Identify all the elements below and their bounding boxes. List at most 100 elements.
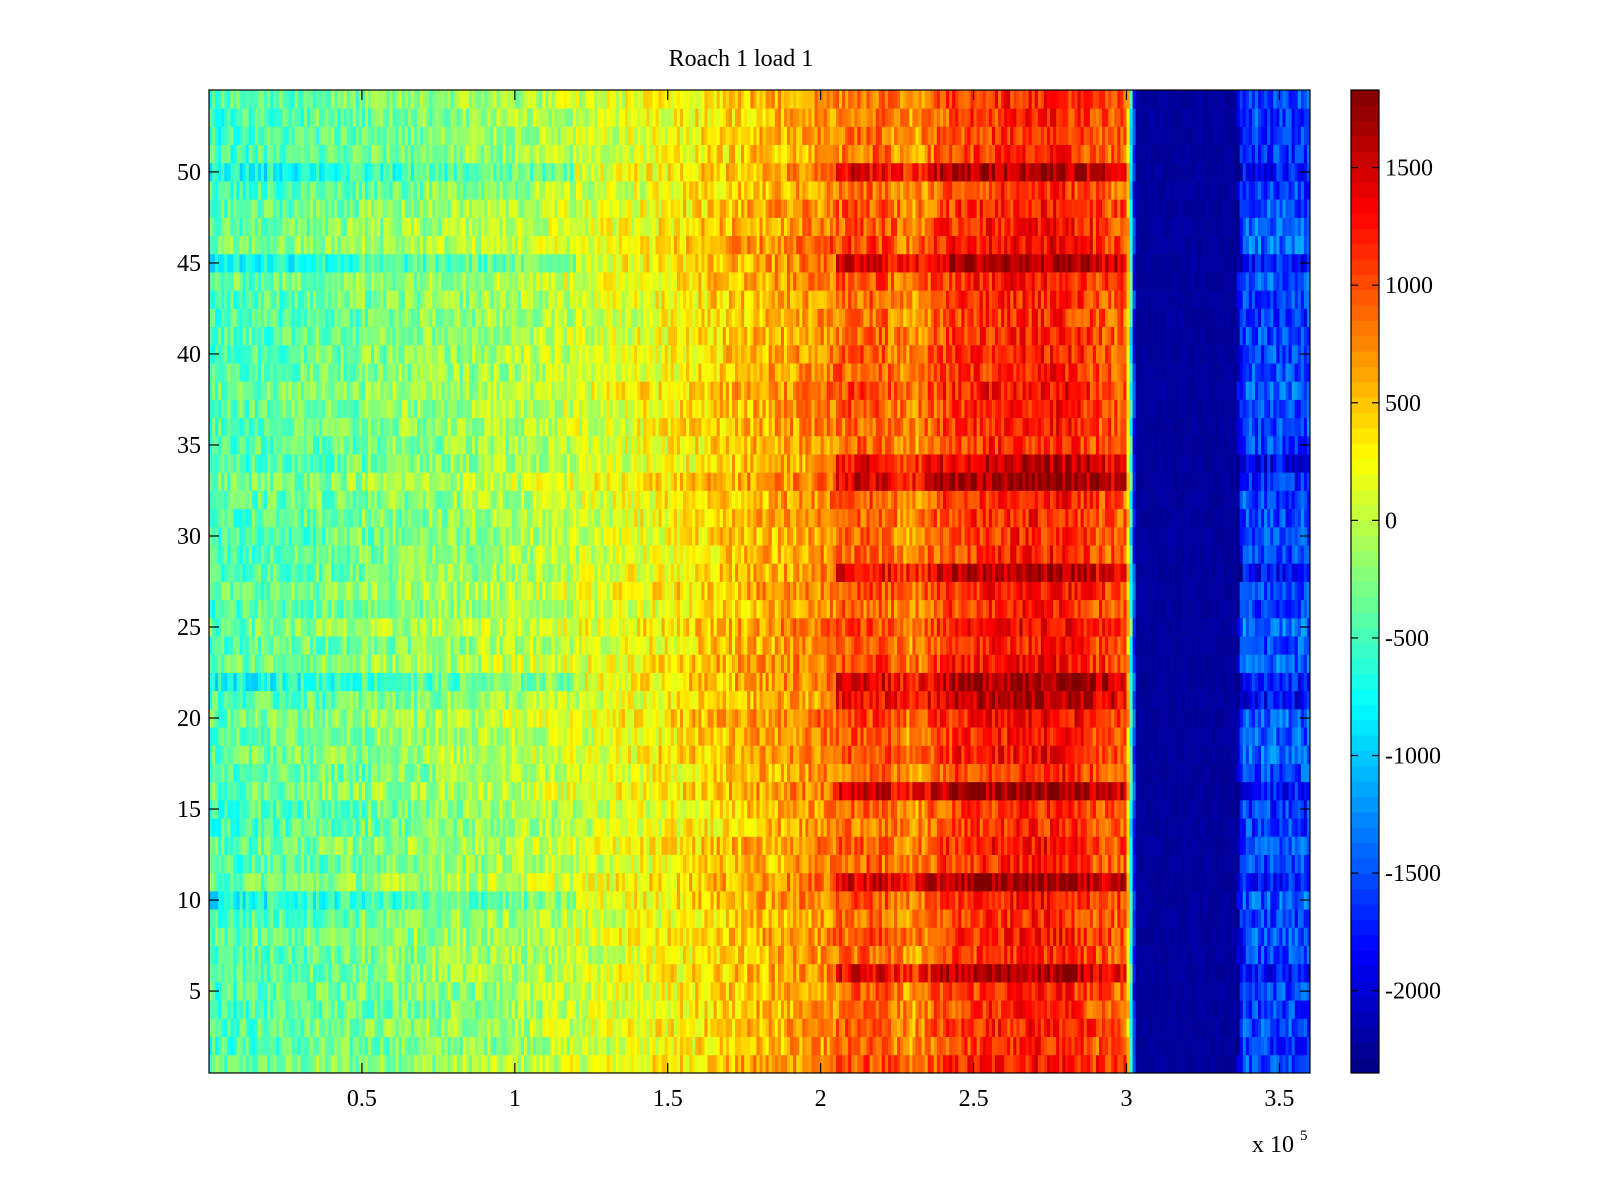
- heatmap-cell: [291, 945, 296, 965]
- heatmap-cell: [1074, 818, 1078, 837]
- heatmap-cell: [955, 1018, 959, 1037]
- heatmap-cell: [1193, 1036, 1198, 1056]
- heatmap-cell: [887, 1018, 892, 1037]
- heatmap-cell: [346, 1054, 351, 1074]
- heatmap-cell: [689, 963, 693, 983]
- heatmap-cell: [1028, 909, 1033, 928]
- heatmap-cell: [524, 872, 528, 892]
- heatmap-cell: [924, 1054, 929, 1074]
- heatmap-cell: [389, 1054, 393, 1074]
- heatmap-cell: [579, 818, 583, 837]
- heatmap-cell: [1138, 890, 1143, 910]
- heatmap-cell: [881, 872, 886, 892]
- heatmap-cell: [288, 872, 292, 892]
- heatmap-cell: [655, 1036, 659, 1056]
- heatmap-cell: [1132, 890, 1137, 910]
- heatmap-cell: [793, 963, 797, 983]
- heatmap-cell: [927, 890, 932, 910]
- heatmap-cell: [985, 890, 990, 910]
- heatmap-cell: [692, 1054, 696, 1074]
- heatmap-cell: [233, 1000, 237, 1019]
- heatmap-cell: [435, 1054, 439, 1074]
- heatmap-cell: [334, 945, 338, 965]
- heatmap-cell: [768, 927, 773, 946]
- heatmap-cell: [1196, 836, 1201, 855]
- heatmap-cell: [548, 1018, 552, 1037]
- heatmap-cell: [1218, 1018, 1222, 1037]
- heatmap-cell: [542, 945, 546, 965]
- heatmap-cell: [820, 872, 825, 892]
- heatmap-cell: [979, 836, 984, 855]
- heatmap-cell: [845, 854, 849, 874]
- heatmap-cell: [961, 909, 965, 928]
- heatmap-cell: [612, 927, 617, 946]
- heatmap-cell: [447, 854, 452, 874]
- heatmap-cell: [383, 981, 387, 1001]
- heatmap-cell: [536, 1036, 540, 1056]
- heatmap-cell: [627, 1036, 632, 1056]
- heatmap-cell: [1019, 1018, 1023, 1037]
- heatmap-cell: [1273, 872, 1277, 892]
- heatmap-cell: [260, 963, 265, 983]
- heatmap-cell: [719, 1018, 724, 1037]
- heatmap-cell: [505, 945, 510, 965]
- heatmap-cell: [952, 981, 956, 1001]
- heatmap-cell: [1276, 1018, 1280, 1037]
- heatmap-cell: [560, 1018, 565, 1037]
- heatmap-cell: [1129, 909, 1134, 928]
- heatmap-cell: [1016, 854, 1020, 874]
- heatmap-cell: [224, 963, 228, 983]
- heatmap-cell: [576, 890, 580, 910]
- heatmap-cell: [771, 854, 776, 874]
- heatmap-cell: [325, 927, 329, 946]
- heatmap-cell: [747, 1054, 751, 1074]
- heatmap-cell: [1239, 1054, 1244, 1074]
- heatmap-cell: [294, 1054, 299, 1074]
- heatmap-cell: [423, 1036, 427, 1056]
- heatmap-cell: [576, 945, 580, 965]
- heatmap-cell: [429, 963, 433, 983]
- heatmap-cell: [554, 909, 559, 928]
- heatmap-cell: [1154, 927, 1158, 946]
- heatmap-cell: [860, 836, 864, 855]
- heatmap-cell: [288, 1036, 292, 1056]
- heatmap-cell: [679, 1018, 684, 1037]
- heatmap-cell: [988, 927, 993, 946]
- heatmap-cell: [435, 909, 439, 928]
- heatmap-cell: [936, 909, 941, 928]
- heatmap-cell: [955, 981, 959, 1001]
- heatmap-cell: [297, 836, 302, 855]
- heatmap-cell: [627, 1054, 632, 1074]
- heatmap-cell: [248, 909, 253, 928]
- heatmap-cell: [340, 836, 344, 855]
- heatmap-cell: [508, 945, 513, 965]
- heatmap-cell: [358, 872, 363, 892]
- heatmap-cell: [309, 981, 314, 1001]
- heatmap-cell: [1138, 981, 1143, 1001]
- heatmap-cell: [1233, 836, 1237, 855]
- heatmap-cell: [698, 1000, 702, 1019]
- heatmap-cell: [530, 963, 534, 983]
- heatmap-cell: [1129, 1000, 1134, 1019]
- heatmap-cell: [1046, 854, 1051, 874]
- heatmap-cell: [325, 945, 329, 965]
- heatmap-cell: [1172, 1054, 1176, 1074]
- heatmap-cell: [300, 1054, 305, 1074]
- heatmap-cell: [352, 818, 357, 837]
- heatmap-cell: [875, 945, 880, 965]
- heatmap-cell: [829, 818, 834, 837]
- heatmap-cell: [1043, 945, 1048, 965]
- heatmap-cell: [664, 909, 669, 928]
- heatmap-cell: [906, 1000, 910, 1019]
- heatmap-cell: [401, 927, 406, 946]
- heatmap-cell: [1169, 981, 1173, 1001]
- heatmap-cell: [420, 963, 424, 983]
- heatmap-cell: [719, 981, 724, 1001]
- heatmap-cell: [1288, 909, 1293, 928]
- heatmap-cell: [624, 981, 629, 1001]
- heatmap-cell: [728, 927, 733, 946]
- heatmap-cell: [738, 909, 742, 928]
- heatmap-cell: [649, 854, 653, 874]
- heatmap-cell: [291, 1054, 296, 1074]
- heatmap-cell: [701, 836, 705, 855]
